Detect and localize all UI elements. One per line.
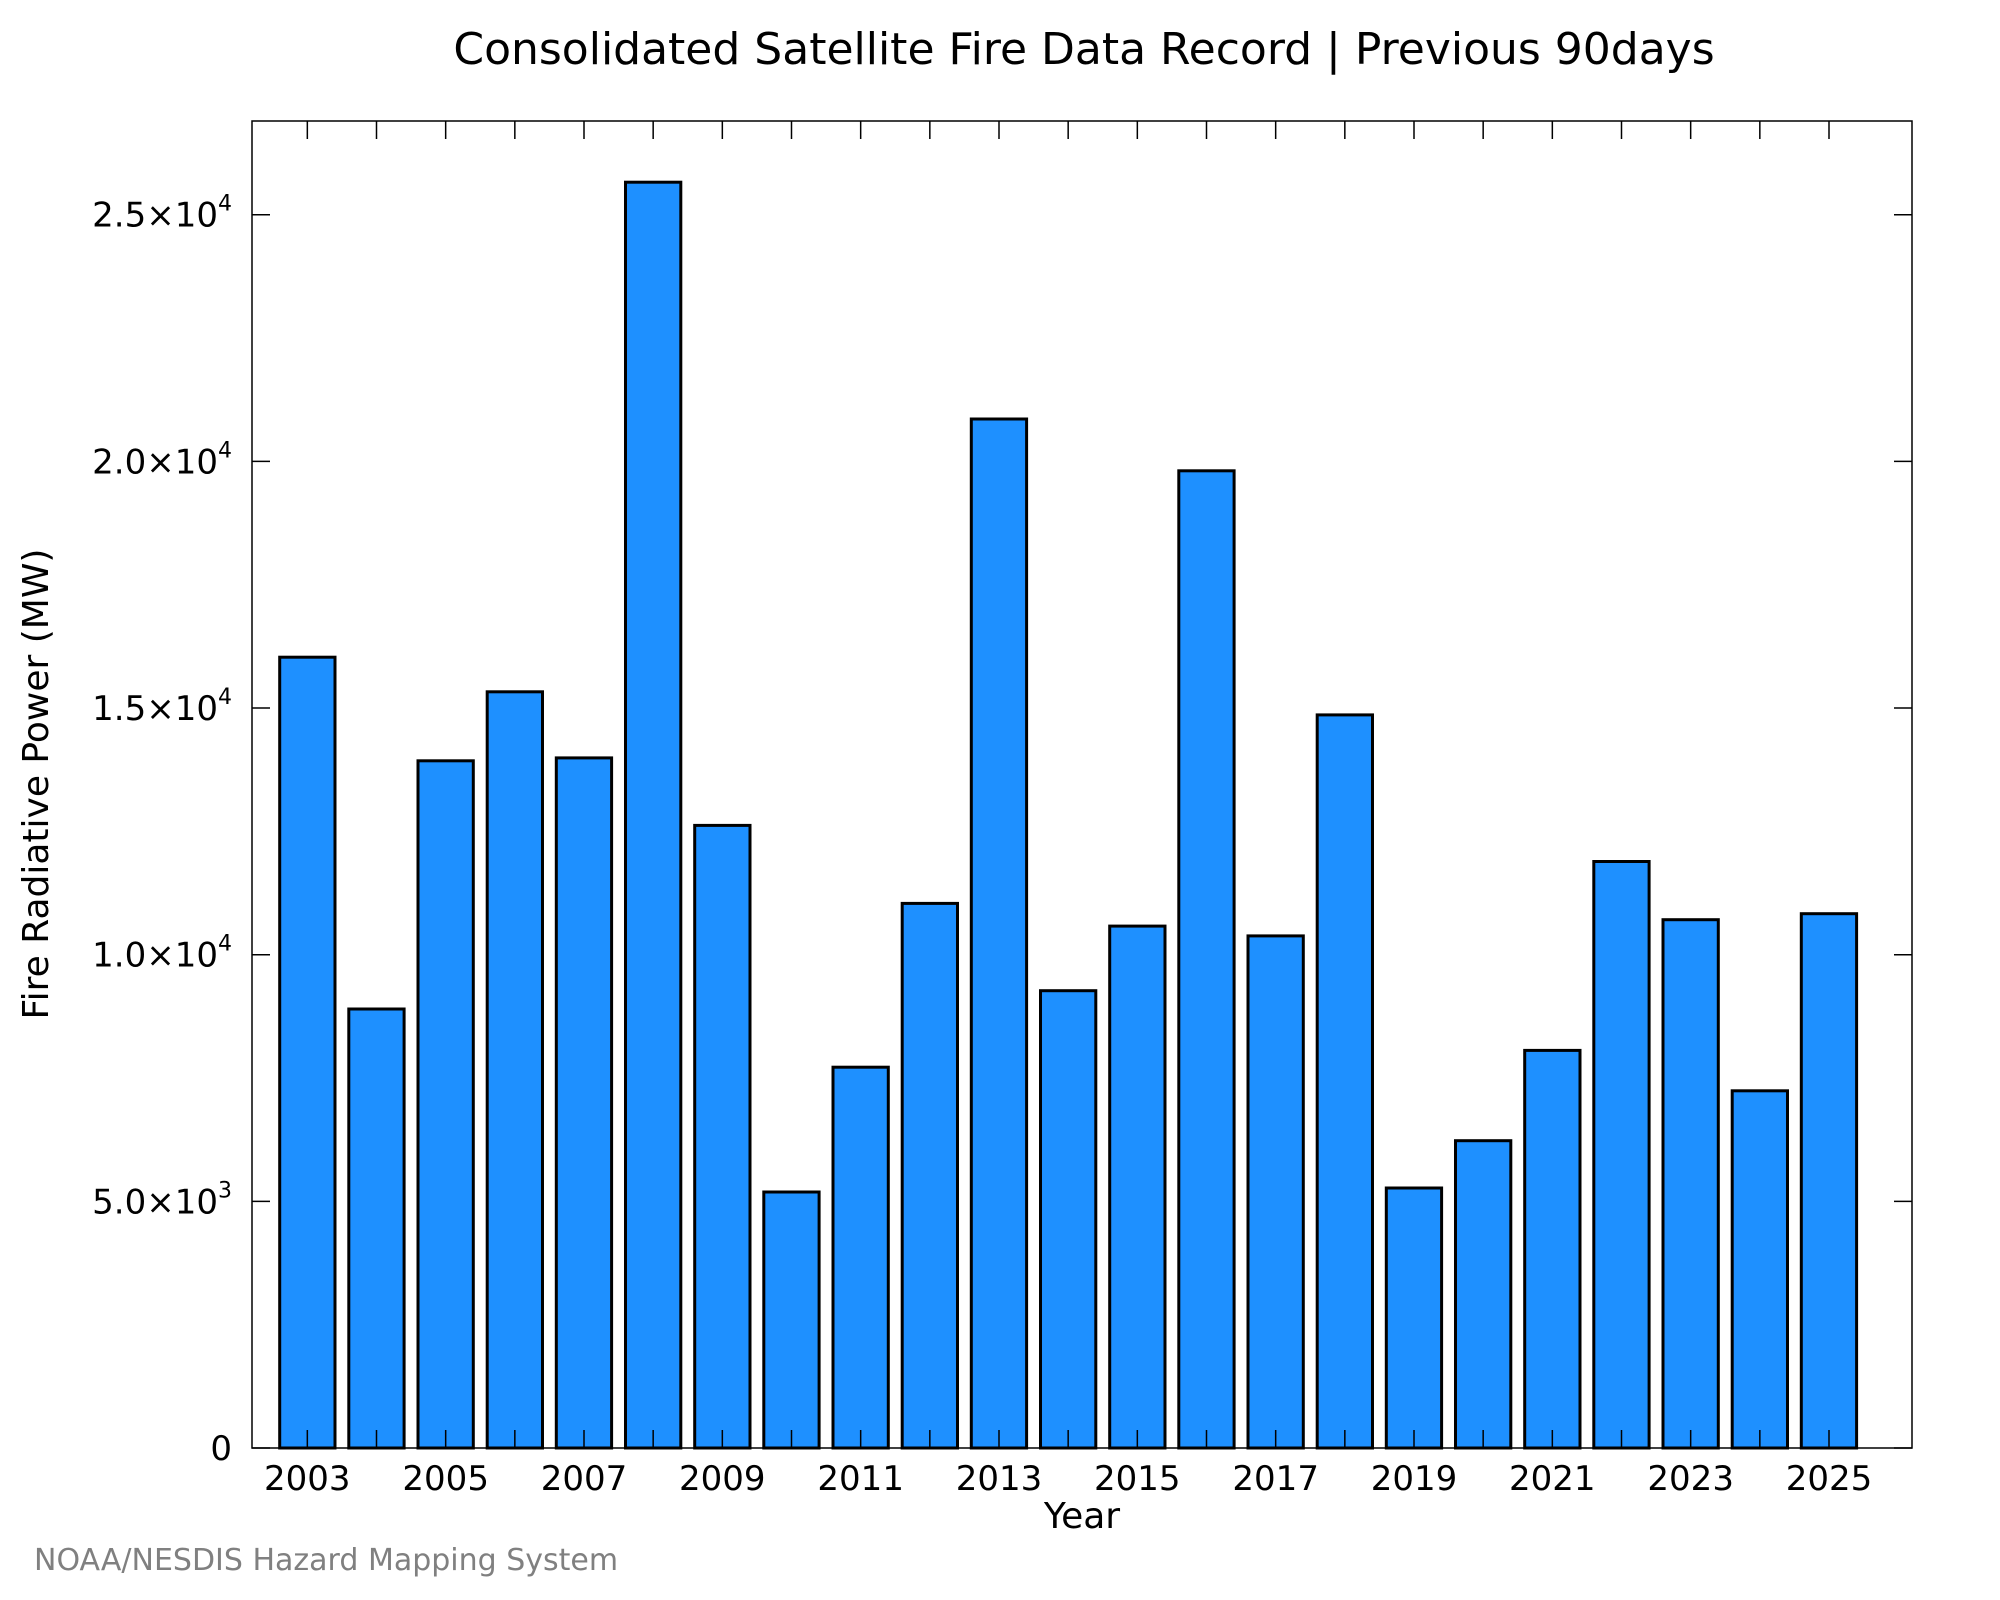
x-axis-label: Year — [1043, 1496, 1120, 1537]
bar-2010 — [762, 1190, 821, 1450]
bar-2005 — [416, 759, 475, 1450]
bar-2019 — [1384, 1186, 1444, 1450]
bar-2021 — [1523, 1048, 1582, 1450]
y-tick-labels: 0 5.0×103 1.0×104 1.5×104 2.0×104 2.5×104 — [92, 192, 232, 1469]
bar-2025 — [1799, 912, 1859, 1450]
x-tick-label-2011: 2011 — [817, 1459, 904, 1499]
bar-2023 — [1661, 918, 1720, 1450]
x-tick-labels: 2003 2005 2007 2009 2011 2013 2015 2017 2019 2021… — [264, 1459, 1872, 1499]
bar-2008 — [624, 180, 683, 1450]
y-tick-label-0: 0 — [210, 1429, 232, 1469]
x-tick-label-2005: 2005 — [402, 1459, 489, 1499]
bar-2012 — [900, 901, 960, 1450]
bar-2004 — [347, 1007, 406, 1450]
x-tick-label-2009: 2009 — [679, 1459, 766, 1499]
bar-2013 — [969, 417, 1029, 1450]
bars-group — [278, 180, 1859, 1450]
x-tick-label-2007: 2007 — [541, 1459, 628, 1499]
y-tick-label-20000: 2.0×104 — [92, 438, 232, 482]
y-tick-label-5000: 5.0×103 — [92, 1178, 232, 1222]
x-tick-label-2023: 2023 — [1647, 1459, 1734, 1499]
ticks-group — [252, 121, 1912, 1449]
bar-2022 — [1592, 860, 1651, 1450]
x-tick-label-2019: 2019 — [1371, 1459, 1458, 1499]
y-axis-label: Fire Radiative Power (MW) — [16, 549, 57, 1020]
x-tick-label-2021: 2021 — [1509, 1459, 1596, 1499]
bar-2003 — [278, 655, 337, 1450]
x-tick-label-2003: 2003 — [264, 1459, 351, 1499]
bar-2017 — [1246, 934, 1305, 1450]
y-tick-label-10000: 1.0×104 — [92, 932, 232, 976]
x-tick-label-2025: 2025 — [1786, 1459, 1873, 1499]
bar-2009 — [693, 823, 752, 1450]
x-tick-label-2013: 2013 — [956, 1459, 1043, 1499]
x-tick-label-2017: 2017 — [1232, 1459, 1319, 1499]
x-tick-label-2015: 2015 — [1094, 1459, 1181, 1499]
bar-2015 — [1108, 924, 1167, 1450]
chart-title: Consolidated Satellite Fire Data Record … — [453, 24, 1714, 75]
bar-2018 — [1315, 713, 1374, 1450]
bar-2011 — [831, 1065, 890, 1450]
y-tick-label-15000: 1.5×104 — [92, 685, 232, 729]
bar-2016 — [1177, 469, 1236, 1450]
bar-2024 — [1730, 1089, 1789, 1450]
y-tick-label-25000: 2.5×104 — [92, 192, 232, 236]
bar-2014 — [1039, 989, 1098, 1450]
bar-2020 — [1454, 1139, 1513, 1450]
credit-text: NOAA/NESDIS Hazard Mapping System — [34, 1543, 618, 1578]
bar-2006 — [485, 690, 545, 1450]
bar-2007 — [554, 756, 614, 1450]
